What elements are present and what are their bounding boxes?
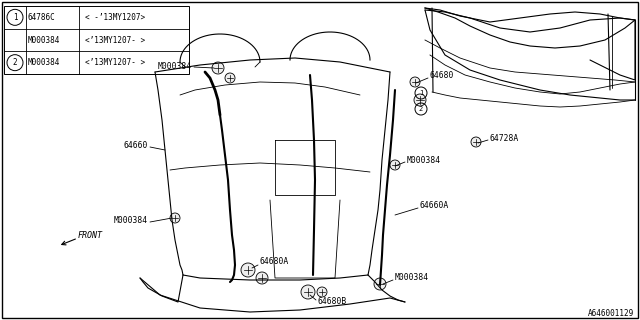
Text: 64728A: 64728A [490, 133, 519, 142]
Text: 64680B: 64680B [318, 298, 348, 307]
Circle shape [374, 278, 386, 290]
Circle shape [317, 287, 327, 297]
Text: 2: 2 [419, 106, 423, 112]
Text: M000384: M000384 [158, 61, 192, 70]
Text: M000384: M000384 [28, 58, 60, 67]
Circle shape [471, 137, 481, 147]
Text: 64660: 64660 [124, 140, 148, 149]
Text: A646001129: A646001129 [588, 309, 634, 318]
Circle shape [410, 77, 420, 87]
Text: < -’13MY1207>: < -’13MY1207> [85, 13, 145, 22]
Text: 64680: 64680 [430, 70, 454, 79]
Circle shape [414, 94, 426, 106]
Text: M000384: M000384 [114, 215, 148, 225]
Text: M000384: M000384 [395, 274, 429, 283]
Circle shape [301, 285, 315, 299]
Text: 64660A: 64660A [420, 201, 449, 210]
Circle shape [390, 160, 400, 170]
Circle shape [212, 62, 224, 74]
Text: <’13MY1207- >: <’13MY1207- > [85, 58, 145, 67]
Circle shape [170, 213, 180, 223]
Circle shape [241, 263, 255, 277]
Bar [4, 6, 189, 74]
Circle shape [225, 73, 235, 83]
Text: M000384: M000384 [407, 156, 441, 164]
Text: 64786C: 64786C [28, 13, 56, 22]
Text: <’13MY1207- >: <’13MY1207- > [85, 36, 145, 44]
Text: 2: 2 [13, 58, 17, 67]
Text: 1: 1 [13, 13, 17, 22]
Text: FRONT: FRONT [77, 230, 102, 239]
Text: 64680A: 64680A [260, 258, 289, 267]
Circle shape [256, 272, 268, 284]
Text: 1: 1 [419, 90, 423, 96]
Text: M000384: M000384 [28, 36, 60, 44]
